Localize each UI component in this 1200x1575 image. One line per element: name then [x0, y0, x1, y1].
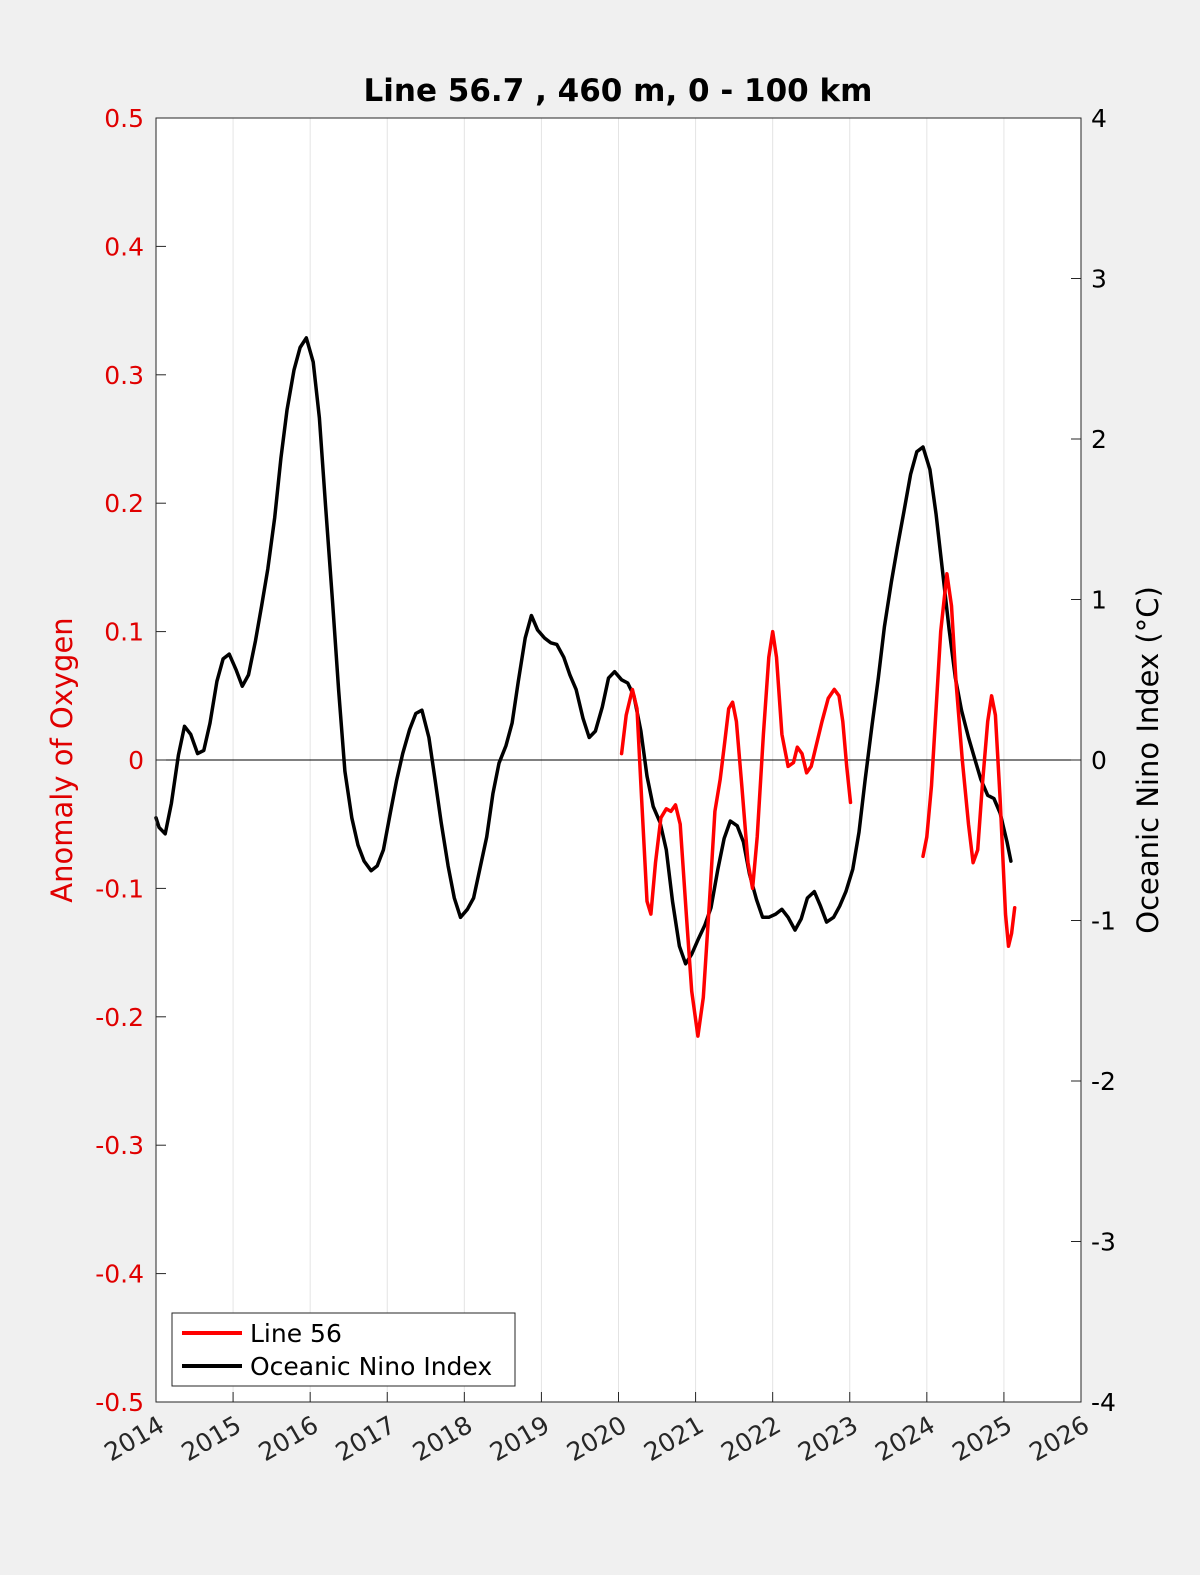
chart-title: Line 56.7 , 460 m, 0 - 100 km: [364, 73, 873, 109]
series-oni: [154, 336, 1013, 966]
y-right-tick-label: -4: [1091, 1388, 1116, 1417]
y-left-tick-label: 0.1: [104, 618, 144, 647]
series-line56: [921, 572, 1017, 948]
y-right-tick-label: 1: [1091, 586, 1107, 615]
y-right-tick-label: 0: [1091, 746, 1107, 775]
x-tick-label: 2026: [1024, 1410, 1094, 1467]
y-left-tick-label: 0.3: [104, 361, 144, 390]
y-axis-left-label: Anomaly of Oxygen: [45, 617, 79, 902]
x-tick-label: 2021: [639, 1410, 709, 1467]
x-tick-label: 2014: [99, 1410, 169, 1467]
y-right-tick-label: -2: [1091, 1067, 1116, 1096]
y-left-tick-label: -0.5: [95, 1388, 144, 1417]
y-axis-right-label: Oceanic Nino Index (°C): [1131, 586, 1165, 934]
y-left-tick-label: -0.2: [95, 1003, 144, 1032]
x-tick-label: 2015: [176, 1410, 246, 1467]
legend-box: [171, 1312, 516, 1387]
x-tick-label: 2018: [408, 1410, 478, 1467]
series-line56: [619, 629, 853, 1038]
y-left-tick-label: -0.3: [95, 1131, 144, 1160]
y-left-tick-label: 0.2: [104, 489, 144, 518]
series-layer: [154, 336, 1017, 1038]
y-right-tick-label: -3: [1091, 1228, 1116, 1257]
x-tick-label: 2022: [716, 1410, 786, 1467]
y-left-tick-label: 0.5: [104, 104, 144, 133]
y-right-tick-label: -1: [1091, 907, 1116, 936]
y-left-tick-label: 0.4: [104, 232, 144, 261]
x-tick-label: 2016: [254, 1410, 324, 1467]
legend: Line 56 Oceanic Nino Index: [171, 1312, 516, 1387]
y-left-tick-label: 0: [128, 746, 144, 775]
x-tick-label: 2019: [485, 1410, 555, 1467]
y-right-tick-label: 4: [1091, 104, 1107, 133]
x-tick-label: 2017: [331, 1410, 401, 1467]
y-left-tick-label: -0.1: [95, 874, 144, 903]
y-left-tick-label: -0.4: [95, 1260, 144, 1289]
legend-label-oni: Oceanic Nino Index: [250, 1352, 492, 1381]
x-tick-label: 2024: [870, 1410, 940, 1467]
x-tick-label: 2025: [947, 1410, 1017, 1467]
legend-label-line56: Line 56: [250, 1319, 342, 1348]
y-right-tick-label: 3: [1091, 265, 1107, 294]
x-tick-label: 2023: [793, 1410, 863, 1467]
x-tick-label: 2020: [562, 1410, 632, 1467]
y-right-tick-label: 2: [1091, 425, 1107, 454]
